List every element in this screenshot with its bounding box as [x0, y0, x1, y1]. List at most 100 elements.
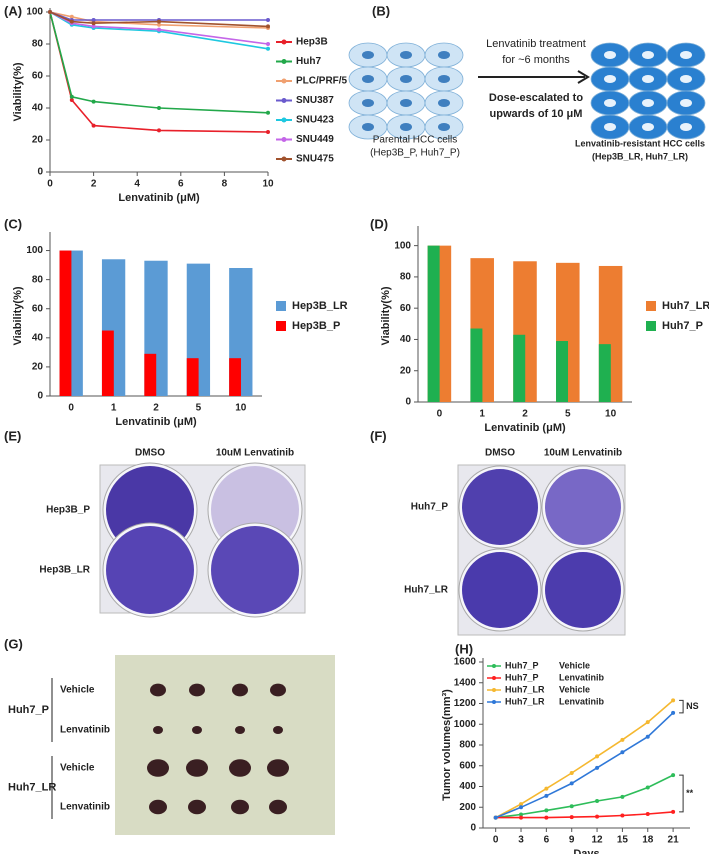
nucleus [400, 123, 412, 131]
point [519, 815, 524, 820]
point [544, 786, 549, 791]
row-label: Lenvatinib [60, 725, 110, 736]
bar [229, 358, 242, 396]
tumor [147, 759, 169, 777]
point [69, 19, 74, 24]
point [266, 46, 270, 51]
point [569, 815, 574, 820]
legend-label: Huh7 [296, 56, 321, 67]
diagram-text: Lenvatinib-resistant HCC cells [575, 138, 705, 148]
panel-label: (H) [455, 641, 473, 656]
legend-marker [492, 700, 496, 704]
y-tick-label: 80 [400, 272, 412, 283]
nucleus [680, 99, 692, 107]
legend-marker [281, 117, 287, 123]
nucleus [642, 51, 654, 59]
bracket [679, 699, 684, 714]
row-label: Huh7_LR [404, 585, 449, 596]
nucleus [362, 75, 374, 83]
point [157, 27, 161, 32]
point [671, 773, 676, 778]
legend-treatment: Vehicle [559, 660, 590, 670]
y-axis-label: Viability(%) [380, 286, 392, 345]
well [211, 526, 299, 614]
nucleus [362, 51, 374, 59]
nucleus [400, 99, 412, 107]
y-tick-label: 20 [400, 365, 412, 376]
tumor [269, 799, 287, 815]
nucleus [438, 51, 450, 59]
well [462, 552, 538, 628]
point [266, 24, 270, 29]
row-label: Hep3B_LR [39, 565, 90, 576]
legend-label: SNU475 [296, 154, 334, 165]
x-tick-label: 3 [518, 835, 524, 846]
tumor [192, 726, 202, 734]
point [671, 710, 676, 715]
legend-label: Hep3B_LR [292, 300, 348, 312]
point [620, 813, 625, 818]
point [569, 804, 574, 809]
photo [115, 655, 335, 835]
tumor [189, 683, 205, 697]
point [645, 811, 650, 816]
y-tick-label: 0 [37, 391, 43, 402]
legend-label: Huh7_P [505, 672, 539, 682]
y-tick-label: 100 [26, 245, 43, 256]
legend-marker [492, 676, 496, 680]
diagram-text: (Hep3B_P, Huh7_P) [370, 148, 460, 159]
x-tick-label: 5 [196, 403, 202, 414]
point [157, 128, 161, 133]
point [595, 814, 600, 819]
x-tick-label: 2 [153, 403, 159, 414]
x-tick-label: 5 [565, 409, 571, 420]
point [266, 42, 270, 46]
point [620, 737, 625, 742]
bar [470, 328, 483, 402]
panel-label: (A) [4, 3, 22, 18]
point [645, 734, 650, 739]
tumor [270, 683, 286, 697]
y-tick-label: 800 [459, 740, 476, 751]
point [266, 18, 270, 22]
diagram-text: Lenvatinib treatment [486, 38, 586, 50]
x-tick-label: 21 [668, 835, 680, 846]
well [106, 526, 194, 614]
y-tick-label: 80 [32, 274, 44, 285]
legend-label: PLC/PRF/5 [296, 76, 348, 87]
point [48, 10, 52, 14]
column-label: DMSO [485, 448, 515, 459]
x-tick-label: 10 [262, 179, 274, 190]
bar [186, 358, 199, 396]
nucleus [438, 123, 450, 131]
diagram-text: for ~6 months [502, 54, 570, 66]
x-tick-label: 6 [544, 835, 550, 846]
point [91, 24, 96, 29]
point [157, 106, 161, 110]
point [519, 812, 524, 817]
row-label: Lenvatinib [60, 802, 110, 813]
legend-label: Hep3B_P [292, 320, 340, 332]
x-tick-label: 0 [437, 409, 443, 420]
nucleus [642, 123, 654, 131]
legend-swatch [646, 301, 656, 311]
y-axis-label: Viability(%) [12, 62, 24, 121]
group-label: Huh7_LR [8, 781, 56, 793]
bar [556, 341, 569, 402]
x-tick-label: 4 [134, 179, 140, 190]
y-tick-label: 1600 [454, 657, 477, 668]
x-tick-label: 0 [47, 179, 53, 190]
y-tick-label: 100 [26, 7, 43, 18]
y-tick-label: 200 [459, 802, 476, 813]
x-tick-label: 10 [605, 409, 617, 420]
diagram-text: Dose-escalated to [489, 92, 583, 104]
legend-marker [281, 137, 287, 142]
nucleus [642, 75, 654, 83]
x-axis-label: Lenvatinib (μM) [115, 416, 197, 428]
y-tick-label: 400 [459, 781, 476, 792]
y-tick-label: 60 [32, 303, 44, 314]
point [620, 750, 625, 755]
nucleus [438, 99, 450, 107]
well [545, 469, 621, 545]
